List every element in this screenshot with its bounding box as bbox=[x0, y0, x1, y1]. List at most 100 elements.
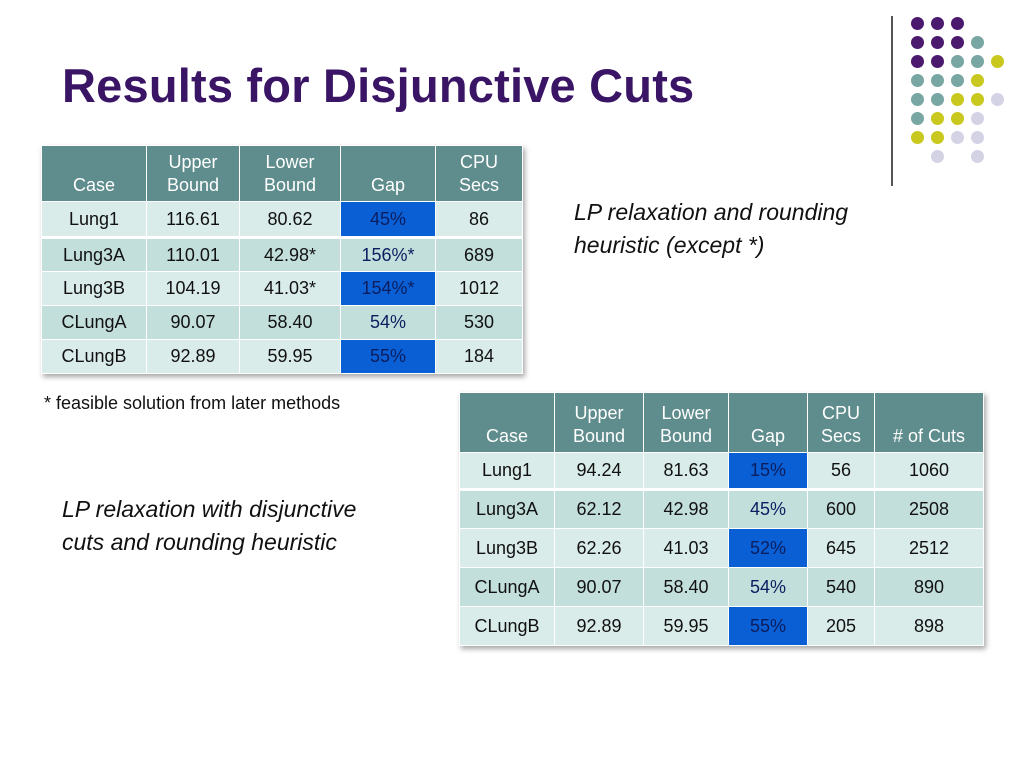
decorative-dot bbox=[971, 93, 984, 106]
upper-bound-cell: 90.07 bbox=[554, 567, 644, 607]
decorative-dot bbox=[931, 150, 944, 163]
num-cuts-cell: 898 bbox=[874, 606, 984, 646]
case-cell: Lung3B bbox=[459, 528, 555, 568]
cpu-secs-cell: 184 bbox=[435, 339, 523, 374]
decorative-dot bbox=[971, 74, 984, 87]
table-row: Lung1 94.24 81.63 15% 56 1060 bbox=[459, 452, 984, 491]
upper-bound-cell: 92.89 bbox=[554, 606, 644, 646]
table-row: CLungB 92.89 59.95 55% 184 bbox=[41, 339, 523, 374]
header-lower-bound: Lower Bound bbox=[643, 392, 729, 453]
decorative-dot bbox=[951, 74, 964, 87]
decorative-dot bbox=[911, 74, 924, 87]
case-cell: Lung1 bbox=[459, 452, 555, 491]
header-lower-bound: Lower Bound bbox=[239, 145, 341, 202]
lower-bound-cell: 59.95 bbox=[643, 606, 729, 646]
gap-cell: 156%* bbox=[340, 237, 436, 272]
table-row: Lung3B 104.19 41.03* 154%* 1012 bbox=[41, 271, 523, 306]
upper-bound-cell: 104.19 bbox=[146, 271, 240, 306]
lower-bound-cell: 59.95 bbox=[239, 339, 341, 374]
results-table-lp-rounding: Case Upper Bound Lower Bound Gap CPU Secs L… bbox=[41, 145, 523, 374]
decorative-dot bbox=[971, 55, 984, 68]
decorative-dot bbox=[931, 131, 944, 144]
table-row: Lung3A 62.12 42.98 45% 600 2508 bbox=[459, 489, 984, 529]
lower-bound-cell: 58.40 bbox=[239, 305, 341, 340]
decorative-dot bbox=[931, 36, 944, 49]
cpu-secs-cell: 86 bbox=[435, 201, 523, 239]
decorative-dot bbox=[911, 131, 924, 144]
case-cell: Lung3A bbox=[459, 489, 555, 529]
case-cell: CLungA bbox=[459, 567, 555, 607]
decorative-dot bbox=[911, 55, 924, 68]
decorative-dot bbox=[931, 17, 944, 30]
gap-cell: 54% bbox=[728, 567, 808, 607]
gap-cell: 45% bbox=[340, 201, 436, 239]
decorative-dot bbox=[951, 112, 964, 125]
decorative-dot bbox=[971, 112, 984, 125]
header-gap: Gap bbox=[340, 145, 436, 202]
note-lp-relaxation-rounding: LP relaxation and rounding heuristic (ex… bbox=[574, 199, 849, 258]
header-upper-bound: Upper Bound bbox=[146, 145, 240, 202]
cpu-secs-cell: 530 bbox=[435, 305, 523, 340]
header-case: Case bbox=[459, 392, 555, 453]
decorative-dot bbox=[911, 93, 924, 106]
results-table-disjunctive-cuts: Case Upper Bound Lower Bound Gap CPU Secs #… bbox=[459, 392, 984, 646]
decorative-dot bbox=[971, 131, 984, 144]
table-row: Lung3B 62.26 41.03 52% 645 2512 bbox=[459, 528, 984, 568]
footnote: * feasible solution from later methods bbox=[44, 393, 341, 413]
cpu-secs-cell: 645 bbox=[807, 528, 875, 568]
cpu-secs-cell: 600 bbox=[807, 489, 875, 529]
table-row: Lung1 116.61 80.62 45% 86 bbox=[41, 201, 523, 239]
decorative-dot bbox=[951, 93, 964, 106]
upper-bound-cell: 110.01 bbox=[146, 237, 240, 272]
cpu-secs-cell: 205 bbox=[807, 606, 875, 646]
lower-bound-cell: 42.98* bbox=[239, 237, 341, 272]
lower-bound-cell: 81.63 bbox=[643, 452, 729, 491]
decorative-dot bbox=[931, 55, 944, 68]
header-case: Case bbox=[41, 145, 147, 202]
cpu-secs-cell: 1012 bbox=[435, 271, 523, 306]
lower-bound-cell: 42.98 bbox=[643, 489, 729, 529]
case-cell: Lung1 bbox=[41, 201, 147, 239]
decorative-dot bbox=[951, 131, 964, 144]
note-disjunctive-cuts: LP relaxation with disjunctive cuts and … bbox=[62, 496, 357, 555]
gap-cell: 55% bbox=[728, 606, 808, 646]
table-row: CLungB 92.89 59.95 55% 205 898 bbox=[459, 606, 984, 646]
gap-cell: 54% bbox=[340, 305, 436, 340]
decorative-dot bbox=[971, 150, 984, 163]
upper-bound-cell: 90.07 bbox=[146, 305, 240, 340]
decorative-dot bbox=[951, 55, 964, 68]
table-row: Lung3A 110.01 42.98* 156%* 689 bbox=[41, 237, 523, 272]
decorative-dot bbox=[991, 55, 1004, 68]
cpu-secs-cell: 56 bbox=[807, 452, 875, 491]
upper-bound-cell: 62.12 bbox=[554, 489, 644, 529]
header-num-cuts: # of Cuts bbox=[874, 392, 984, 453]
gap-cell: 45% bbox=[728, 489, 808, 529]
upper-bound-cell: 94.24 bbox=[554, 452, 644, 491]
case-cell: CLungB bbox=[41, 339, 147, 374]
num-cuts-cell: 890 bbox=[874, 567, 984, 607]
decorative-dot bbox=[931, 93, 944, 106]
decorative-dot bbox=[971, 36, 984, 49]
upper-bound-cell: 62.26 bbox=[554, 528, 644, 568]
case-cell: Lung3B bbox=[41, 271, 147, 306]
upper-bound-cell: 116.61 bbox=[146, 201, 240, 239]
decorative-dot bbox=[911, 36, 924, 49]
decorative-dot bbox=[931, 112, 944, 125]
header-cpu-secs: CPU Secs bbox=[807, 392, 875, 453]
slide-title: Results for Disjunctive Cuts bbox=[62, 59, 695, 112]
header-upper-bound: Upper Bound bbox=[554, 392, 644, 453]
case-cell: CLungB bbox=[459, 606, 555, 646]
table-row: CLungA 90.07 58.40 54% 540 890 bbox=[459, 567, 984, 607]
case-cell: CLungA bbox=[41, 305, 147, 340]
divider-line bbox=[891, 16, 893, 186]
case-cell: Lung3A bbox=[41, 237, 147, 272]
header-cpu-secs: CPU Secs bbox=[435, 145, 523, 202]
decorative-dot bbox=[951, 17, 964, 30]
lower-bound-cell: 41.03* bbox=[239, 271, 341, 306]
decorative-dot bbox=[911, 112, 924, 125]
lower-bound-cell: 41.03 bbox=[643, 528, 729, 568]
cpu-secs-cell: 689 bbox=[435, 237, 523, 272]
header-gap: Gap bbox=[728, 392, 808, 453]
num-cuts-cell: 2508 bbox=[874, 489, 984, 529]
upper-bound-cell: 92.89 bbox=[146, 339, 240, 374]
